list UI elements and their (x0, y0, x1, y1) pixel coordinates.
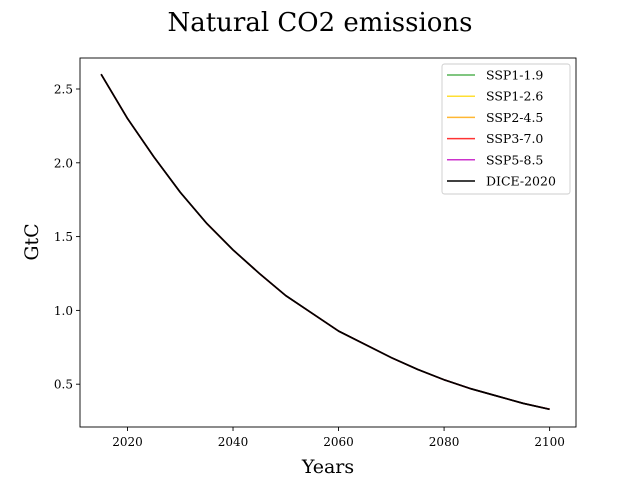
series-line-dice-2020 (100, 73, 550, 411)
y-tick-label: 0.5 (54, 378, 73, 392)
x-tick-label: 2060 (323, 435, 354, 449)
legend-label-ssp1-2-6: SSP1-2.6 (486, 89, 543, 104)
plot-area-frame (79, 57, 577, 428)
series-lines (100, 73, 550, 411)
chart-title: Natural CO2 emissions (167, 8, 472, 38)
x-tick-label: 2100 (534, 435, 565, 449)
legend: SSP1-1.9 SSP1-2.6 SSP2-4.5 SSP3-7.0 SSP5-8.5… (441, 63, 571, 195)
legend-label-ssp2-4-5: SSP2-4.5 (486, 110, 543, 125)
y-tick-label: 2.0 (54, 156, 73, 170)
legend-label-ssp3-7-0: SSP3-7.0 (486, 131, 543, 146)
legend-label-dice-2020: DICE-2020 (486, 174, 556, 189)
legend-label-ssp1-1-9: SSP1-1.9 (486, 68, 543, 83)
y-axis-title: GtC (21, 223, 43, 260)
legend-entries: SSP1-1.9 SSP1-2.6 SSP2-4.5 SSP3-7.0 SSP5-8.5… (447, 68, 556, 189)
y-tick-label: 1.5 (54, 230, 73, 244)
y-tick-label: 2.5 (54, 82, 73, 96)
y-tick-label: 1.0 (54, 304, 73, 318)
x-axis-ticks: 2020 2040 2060 2080 2100 (112, 427, 565, 449)
legend-label-ssp5-8-5: SSP5-8.5 (486, 152, 543, 167)
x-tick-label: 2020 (112, 435, 143, 449)
x-tick-label: 2080 (429, 435, 460, 449)
x-tick-label: 2040 (218, 435, 249, 449)
y-axis-ticks: 0.5 1.0 1.5 2.0 2.5 (54, 82, 80, 392)
x-axis-title: Years (301, 456, 354, 478)
